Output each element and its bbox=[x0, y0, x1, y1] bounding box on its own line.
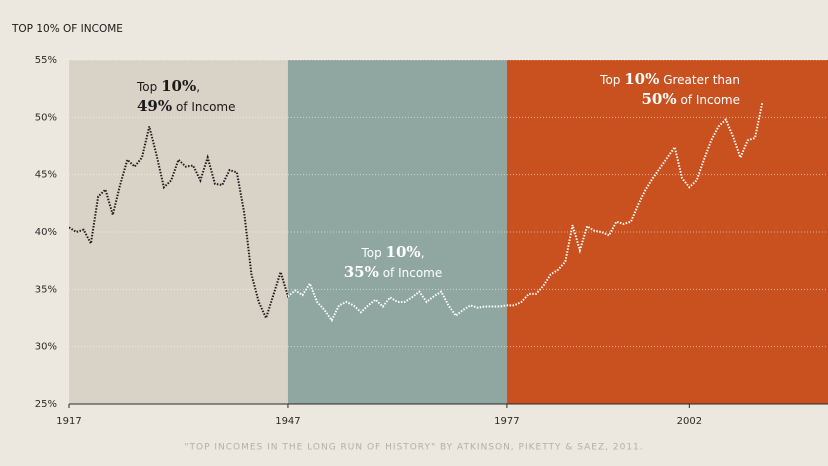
annotation-part: 50% bbox=[642, 90, 677, 108]
x-tick-label: 1947 bbox=[275, 416, 300, 427]
y-tick-label: 40% bbox=[35, 227, 57, 238]
annotation-part: of Income bbox=[172, 100, 235, 114]
annotation-part: , bbox=[196, 80, 200, 94]
y-tick-label: 25% bbox=[35, 399, 57, 410]
y-tick-label: 35% bbox=[35, 284, 57, 295]
x-tick-label: 2002 bbox=[677, 416, 702, 427]
annotation-part: 10% bbox=[624, 70, 659, 88]
x-tick-label: 1977 bbox=[494, 416, 519, 427]
annotation-part: 35% bbox=[344, 263, 379, 281]
source: "TOP INCOMES IN THE LONG RUN OF HISTORY"… bbox=[184, 443, 643, 453]
annotation-part: 49% bbox=[137, 97, 172, 115]
annotation-part: 10% bbox=[161, 77, 196, 95]
data-line bbox=[506, 102, 764, 307]
annotation-part: of Income bbox=[379, 266, 442, 280]
y-tick-label: 55% bbox=[35, 55, 57, 66]
chart-title: TOP 10% OF INCOME bbox=[11, 23, 123, 35]
annotation: 50% of Income bbox=[642, 90, 741, 108]
annotation-part: Greater than bbox=[659, 73, 740, 87]
y-tick-label: 50% bbox=[35, 112, 57, 123]
annotation: Top 10%, bbox=[360, 243, 424, 261]
annotation-part: 10% bbox=[386, 243, 421, 261]
y-tick-label: 30% bbox=[35, 342, 57, 353]
x-tick-label: 1917 bbox=[56, 416, 81, 427]
annotation: Top 10% Greater than bbox=[599, 70, 740, 88]
annotation-part: Top bbox=[360, 246, 385, 260]
annotation-part: Top bbox=[136, 80, 161, 94]
annotation: Top 10%, bbox=[136, 77, 200, 95]
annotation: 35% of Income bbox=[344, 263, 443, 281]
y-tick-label: 45% bbox=[35, 170, 57, 181]
annotation-part: of Income bbox=[677, 93, 740, 107]
annotation-part: Top bbox=[599, 73, 624, 87]
annotation: 49% of Income bbox=[137, 97, 236, 115]
annotation-part: , bbox=[421, 246, 425, 260]
